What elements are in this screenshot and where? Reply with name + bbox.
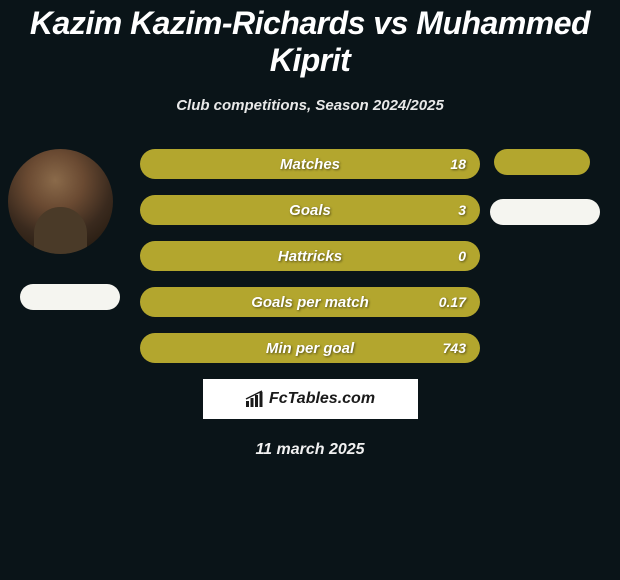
stat-value: 0.17: [439, 294, 466, 310]
stat-row: Min per goal 743: [140, 333, 480, 363]
subtitle: Club competitions, Season 2024/2025: [0, 97, 620, 114]
player2-name-pill: [490, 199, 600, 225]
stat-label: Hattricks: [140, 248, 480, 265]
barchart-icon: [245, 390, 265, 408]
player1-name-pill: [20, 284, 120, 310]
stat-label: Goals per match: [140, 294, 480, 311]
stat-label: Goals: [140, 202, 480, 219]
stat-label: Min per goal: [140, 340, 480, 357]
stat-value: 0: [458, 248, 466, 264]
stat-row: Matches 18: [140, 149, 480, 179]
date-label: 11 march 2025: [0, 441, 620, 459]
page-title: Kazim Kazim-Richards vs Muhammed Kiprit: [0, 0, 620, 79]
logo-text: FcTables.com: [269, 390, 375, 408]
stat-row: Goals 3: [140, 195, 480, 225]
stat-value: 3: [458, 202, 466, 218]
stat-row: Hattricks 0: [140, 241, 480, 271]
player2-indicator-pill: [494, 149, 590, 175]
logo-box: FcTables.com: [203, 379, 418, 419]
player1-avatar: [8, 149, 113, 254]
comparison-content: Matches 18 Goals 3 Hattricks 0 Goals per…: [0, 149, 620, 459]
stats-bars: Matches 18 Goals 3 Hattricks 0 Goals per…: [140, 149, 480, 363]
stat-row: Goals per match 0.17: [140, 287, 480, 317]
stat-value: 743: [443, 340, 466, 356]
stat-label: Matches: [140, 156, 480, 173]
stat-value: 18: [450, 156, 466, 172]
